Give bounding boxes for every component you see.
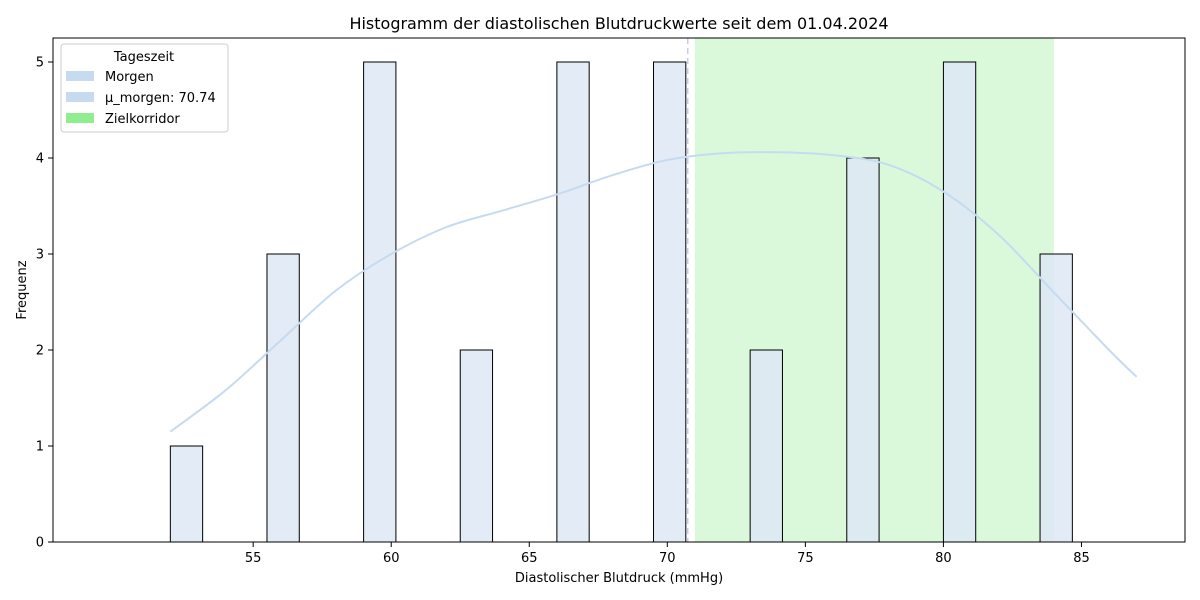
y-axis-ticks: 0 1 2 3 4 5 — [36, 56, 53, 551]
histogram-bar — [556, 61, 590, 543]
legend-label-mean: μ_morgen: 70.74 — [105, 91, 216, 106]
histogram-bar — [653, 61, 687, 543]
plot-area — [52, 37, 1186, 543]
chart-title: Histogramm der diastolischen Blutdruckwe… — [349, 14, 888, 33]
legend-swatch-morgen — [66, 71, 94, 81]
x-axis-ticks: 55 60 65 70 75 80 85 — [245, 542, 1090, 566]
y-tick-label: 2 — [36, 344, 44, 359]
y-tick-label: 0 — [36, 536, 44, 551]
histogram-bar — [942, 61, 977, 543]
histogram-bar — [749, 349, 783, 543]
x-axis-label: Diastolischer Blutdruck (mmHg) — [515, 571, 723, 586]
histogram-bar — [363, 61, 397, 543]
y-axis-label: Frequenz — [15, 260, 30, 319]
kde-line — [169, 151, 1138, 433]
x-tick-label: 80 — [935, 551, 952, 566]
histogram-bar — [459, 349, 494, 543]
bars-layer — [169, 61, 1073, 543]
y-tick-label: 3 — [36, 248, 44, 263]
x-tick-label: 75 — [797, 551, 814, 566]
histogram-bar — [846, 157, 880, 543]
x-tick-label: 85 — [1073, 551, 1090, 566]
histogram-bar — [266, 253, 300, 543]
y-tick-label: 5 — [36, 56, 44, 71]
x-tick-label: 70 — [659, 551, 676, 566]
histogram-bar — [169, 445, 204, 543]
legend-swatch-mean — [66, 92, 94, 102]
y-tick-label: 1 — [36, 440, 44, 455]
legend-title: Tageszeit — [113, 50, 174, 65]
plot-frame — [52, 37, 1186, 543]
x-tick-label: 65 — [521, 551, 538, 566]
legend: Tageszeit Morgen μ_morgen: 70.74 Zielkor… — [60, 43, 229, 133]
x-tick-label: 60 — [383, 551, 400, 566]
kde-layer — [169, 151, 1138, 433]
y-tick-label: 4 — [36, 152, 44, 167]
legend-label-morgen: Morgen — [105, 70, 154, 85]
legend-label-zielkorridor: Zielkorridor — [105, 112, 180, 127]
legend-frame — [60, 43, 229, 133]
legend-swatch-zielkorridor — [66, 113, 94, 123]
histogram-bar — [1039, 253, 1073, 543]
x-tick-label: 55 — [245, 551, 262, 566]
